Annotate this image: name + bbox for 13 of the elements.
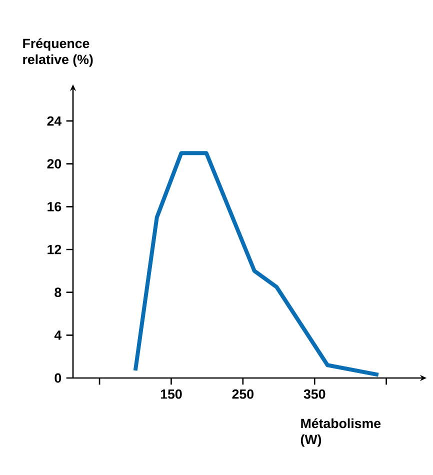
x-axis-title: Métabolisme (W) bbox=[300, 418, 381, 447]
y-tick-label: 16 bbox=[48, 202, 62, 212]
y-tick-label: 24 bbox=[47, 116, 62, 126]
y-tick-label: 0 bbox=[54, 373, 62, 383]
x-tick-label: 350 bbox=[304, 389, 326, 399]
y-tick-label: 12 bbox=[48, 244, 62, 254]
x-tick-label: 150 bbox=[160, 389, 182, 399]
y-tick-label: 4 bbox=[54, 330, 62, 340]
x-tick-label: 250 bbox=[232, 389, 254, 399]
y-axis-title: Fréquence relative (%) bbox=[23, 38, 93, 67]
y-tick-label: 8 bbox=[54, 288, 62, 298]
y-tick-label: 20 bbox=[47, 159, 62, 169]
line-series bbox=[133, 151, 380, 377]
